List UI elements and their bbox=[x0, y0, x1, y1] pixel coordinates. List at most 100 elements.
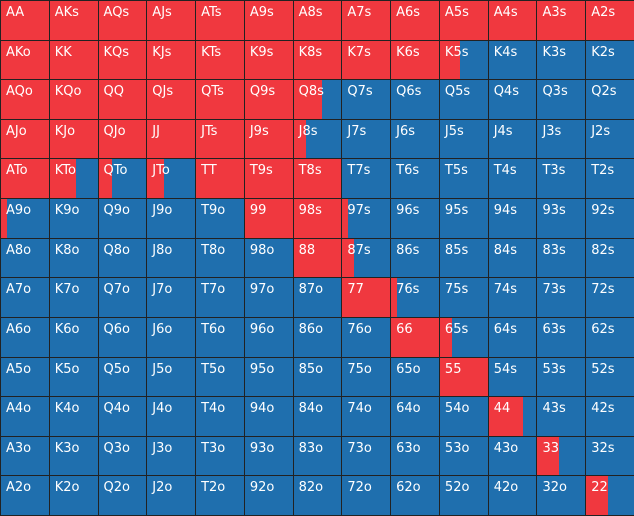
hand-cell[interactable]: 74o bbox=[341, 396, 392, 437]
hand-cell[interactable]: T9o bbox=[195, 198, 245, 239]
hand-cell[interactable]: A2s bbox=[585, 0, 634, 41]
hand-cell[interactable]: Q9s bbox=[243, 79, 294, 120]
hand-cell[interactable]: T7o bbox=[195, 277, 245, 318]
hand-cell[interactable]: T5s bbox=[438, 158, 489, 200]
hand-cell[interactable]: 72o bbox=[341, 475, 392, 516]
hand-cell[interactable]: Q6s bbox=[390, 79, 440, 120]
hand-cell[interactable]: AQs bbox=[97, 0, 148, 41]
hand-cell[interactable]: T5o bbox=[195, 356, 245, 398]
hand-cell[interactable]: T8o bbox=[195, 237, 245, 279]
hand-cell[interactable]: K9s bbox=[243, 39, 294, 81]
hand-cell[interactable]: 85s bbox=[438, 237, 489, 279]
hand-cell[interactable]: 83s bbox=[536, 237, 587, 279]
hand-cell[interactable]: 95o bbox=[243, 356, 294, 398]
hand-cell[interactable]: 98s bbox=[292, 198, 343, 239]
hand-cell[interactable]: K6o bbox=[48, 316, 99, 358]
hand-cell[interactable]: 65o bbox=[390, 356, 440, 398]
hand-cell[interactable]: 97s bbox=[341, 198, 392, 239]
hand-cell[interactable]: J9s bbox=[243, 118, 294, 160]
hand-cell[interactable]: T9s bbox=[243, 158, 294, 200]
hand-cell[interactable]: J2s bbox=[585, 118, 634, 160]
hand-cell[interactable]: T4s bbox=[487, 158, 538, 200]
hand-cell[interactable]: Q7s bbox=[341, 79, 392, 120]
hand-cell[interactable]: K5s bbox=[438, 39, 489, 81]
hand-cell[interactable]: J3s bbox=[536, 118, 587, 160]
hand-cell[interactable]: J7s bbox=[341, 118, 392, 160]
hand-cell[interactable]: Q2s bbox=[585, 79, 634, 120]
hand-cell[interactable]: J4o bbox=[146, 396, 197, 437]
hand-cell[interactable]: A7s bbox=[341, 0, 392, 41]
hand-cell[interactable]: A8s bbox=[292, 0, 343, 41]
hand-cell[interactable]: J5o bbox=[146, 356, 197, 398]
hand-cell[interactable]: Q3s bbox=[536, 79, 587, 120]
hand-cell[interactable]: Q3o bbox=[97, 435, 148, 477]
hand-cell[interactable]: KJs bbox=[146, 39, 197, 81]
hand-cell[interactable]: 96o bbox=[243, 316, 294, 358]
hand-cell[interactable]: T2o bbox=[195, 475, 245, 516]
hand-cell[interactable]: 76s bbox=[390, 277, 440, 318]
hand-cell[interactable]: AA bbox=[0, 0, 50, 41]
hand-cell[interactable]: A3o bbox=[0, 435, 50, 477]
hand-cell[interactable]: 82s bbox=[585, 237, 634, 279]
hand-cell[interactable]: A8o bbox=[0, 237, 50, 279]
hand-cell[interactable]: T4o bbox=[195, 396, 245, 437]
hand-cell[interactable]: 64s bbox=[487, 316, 538, 358]
hand-cell[interactable]: 84s bbox=[487, 237, 538, 279]
hand-cell[interactable]: J2o bbox=[146, 475, 197, 516]
hand-cell[interactable]: Q7o bbox=[97, 277, 148, 318]
hand-cell[interactable]: J8o bbox=[146, 237, 197, 279]
hand-cell[interactable]: 66 bbox=[390, 316, 440, 358]
hand-cell[interactable]: Q8s bbox=[292, 79, 343, 120]
hand-cell[interactable]: QJs bbox=[146, 79, 197, 120]
hand-cell[interactable]: A4s bbox=[487, 0, 538, 41]
hand-cell[interactable]: J6o bbox=[146, 316, 197, 358]
hand-cell[interactable]: K6s bbox=[390, 39, 440, 81]
hand-cell[interactable]: T8s bbox=[292, 158, 343, 200]
hand-cell[interactable]: 75o bbox=[341, 356, 392, 398]
hand-cell[interactable]: 42s bbox=[585, 396, 634, 437]
hand-cell[interactable]: 64o bbox=[390, 396, 440, 437]
hand-cell[interactable]: 32o bbox=[536, 475, 587, 516]
hand-cell[interactable]: 82o bbox=[292, 475, 343, 516]
hand-cell[interactable]: 93s bbox=[536, 198, 587, 239]
hand-cell[interactable]: 55 bbox=[438, 356, 489, 398]
hand-cell[interactable]: 52o bbox=[438, 475, 489, 516]
hand-cell[interactable]: T6s bbox=[390, 158, 440, 200]
hand-cell[interactable]: T3o bbox=[195, 435, 245, 477]
hand-cell[interactable]: Q5o bbox=[97, 356, 148, 398]
hand-cell[interactable]: Q4s bbox=[487, 79, 538, 120]
hand-cell[interactable]: K9o bbox=[48, 198, 99, 239]
hand-cell[interactable]: KQs bbox=[97, 39, 148, 81]
hand-cell[interactable]: AKs bbox=[48, 0, 99, 41]
hand-cell[interactable]: 98o bbox=[243, 237, 294, 279]
hand-cell[interactable]: J3o bbox=[146, 435, 197, 477]
hand-cell[interactable]: 42o bbox=[487, 475, 538, 516]
hand-cell[interactable]: 74s bbox=[487, 277, 538, 318]
hand-cell[interactable]: JTs bbox=[195, 118, 245, 160]
hand-cell[interactable]: 54o bbox=[438, 396, 489, 437]
hand-cell[interactable]: 65s bbox=[438, 316, 489, 358]
hand-cell[interactable]: A9s bbox=[243, 0, 294, 41]
hand-cell[interactable]: 96s bbox=[390, 198, 440, 239]
hand-cell[interactable]: 94o bbox=[243, 396, 294, 437]
hand-cell[interactable]: 92s bbox=[585, 198, 634, 239]
hand-cell[interactable]: AKo bbox=[0, 39, 50, 81]
hand-cell[interactable]: QTs bbox=[195, 79, 245, 120]
hand-cell[interactable]: 84o bbox=[292, 396, 343, 437]
hand-cell[interactable]: 76o bbox=[341, 316, 392, 358]
hand-cell[interactable]: T3s bbox=[536, 158, 587, 200]
hand-cell[interactable]: K3s bbox=[536, 39, 587, 81]
hand-cell[interactable]: AJs bbox=[146, 0, 197, 41]
hand-cell[interactable]: ATs bbox=[195, 0, 245, 41]
hand-cell[interactable]: 97o bbox=[243, 277, 294, 318]
hand-cell[interactable]: 95s bbox=[438, 198, 489, 239]
hand-cell[interactable]: A5o bbox=[0, 356, 50, 398]
hand-cell[interactable]: K3o bbox=[48, 435, 99, 477]
hand-cell[interactable]: J6s bbox=[390, 118, 440, 160]
hand-cell[interactable]: QJo bbox=[97, 118, 148, 160]
hand-cell[interactable]: 86o bbox=[292, 316, 343, 358]
hand-cell[interactable]: Q8o bbox=[97, 237, 148, 279]
hand-cell[interactable]: A6s bbox=[390, 0, 440, 41]
hand-cell[interactable]: 99 bbox=[243, 198, 294, 239]
hand-cell[interactable]: 73s bbox=[536, 277, 587, 318]
